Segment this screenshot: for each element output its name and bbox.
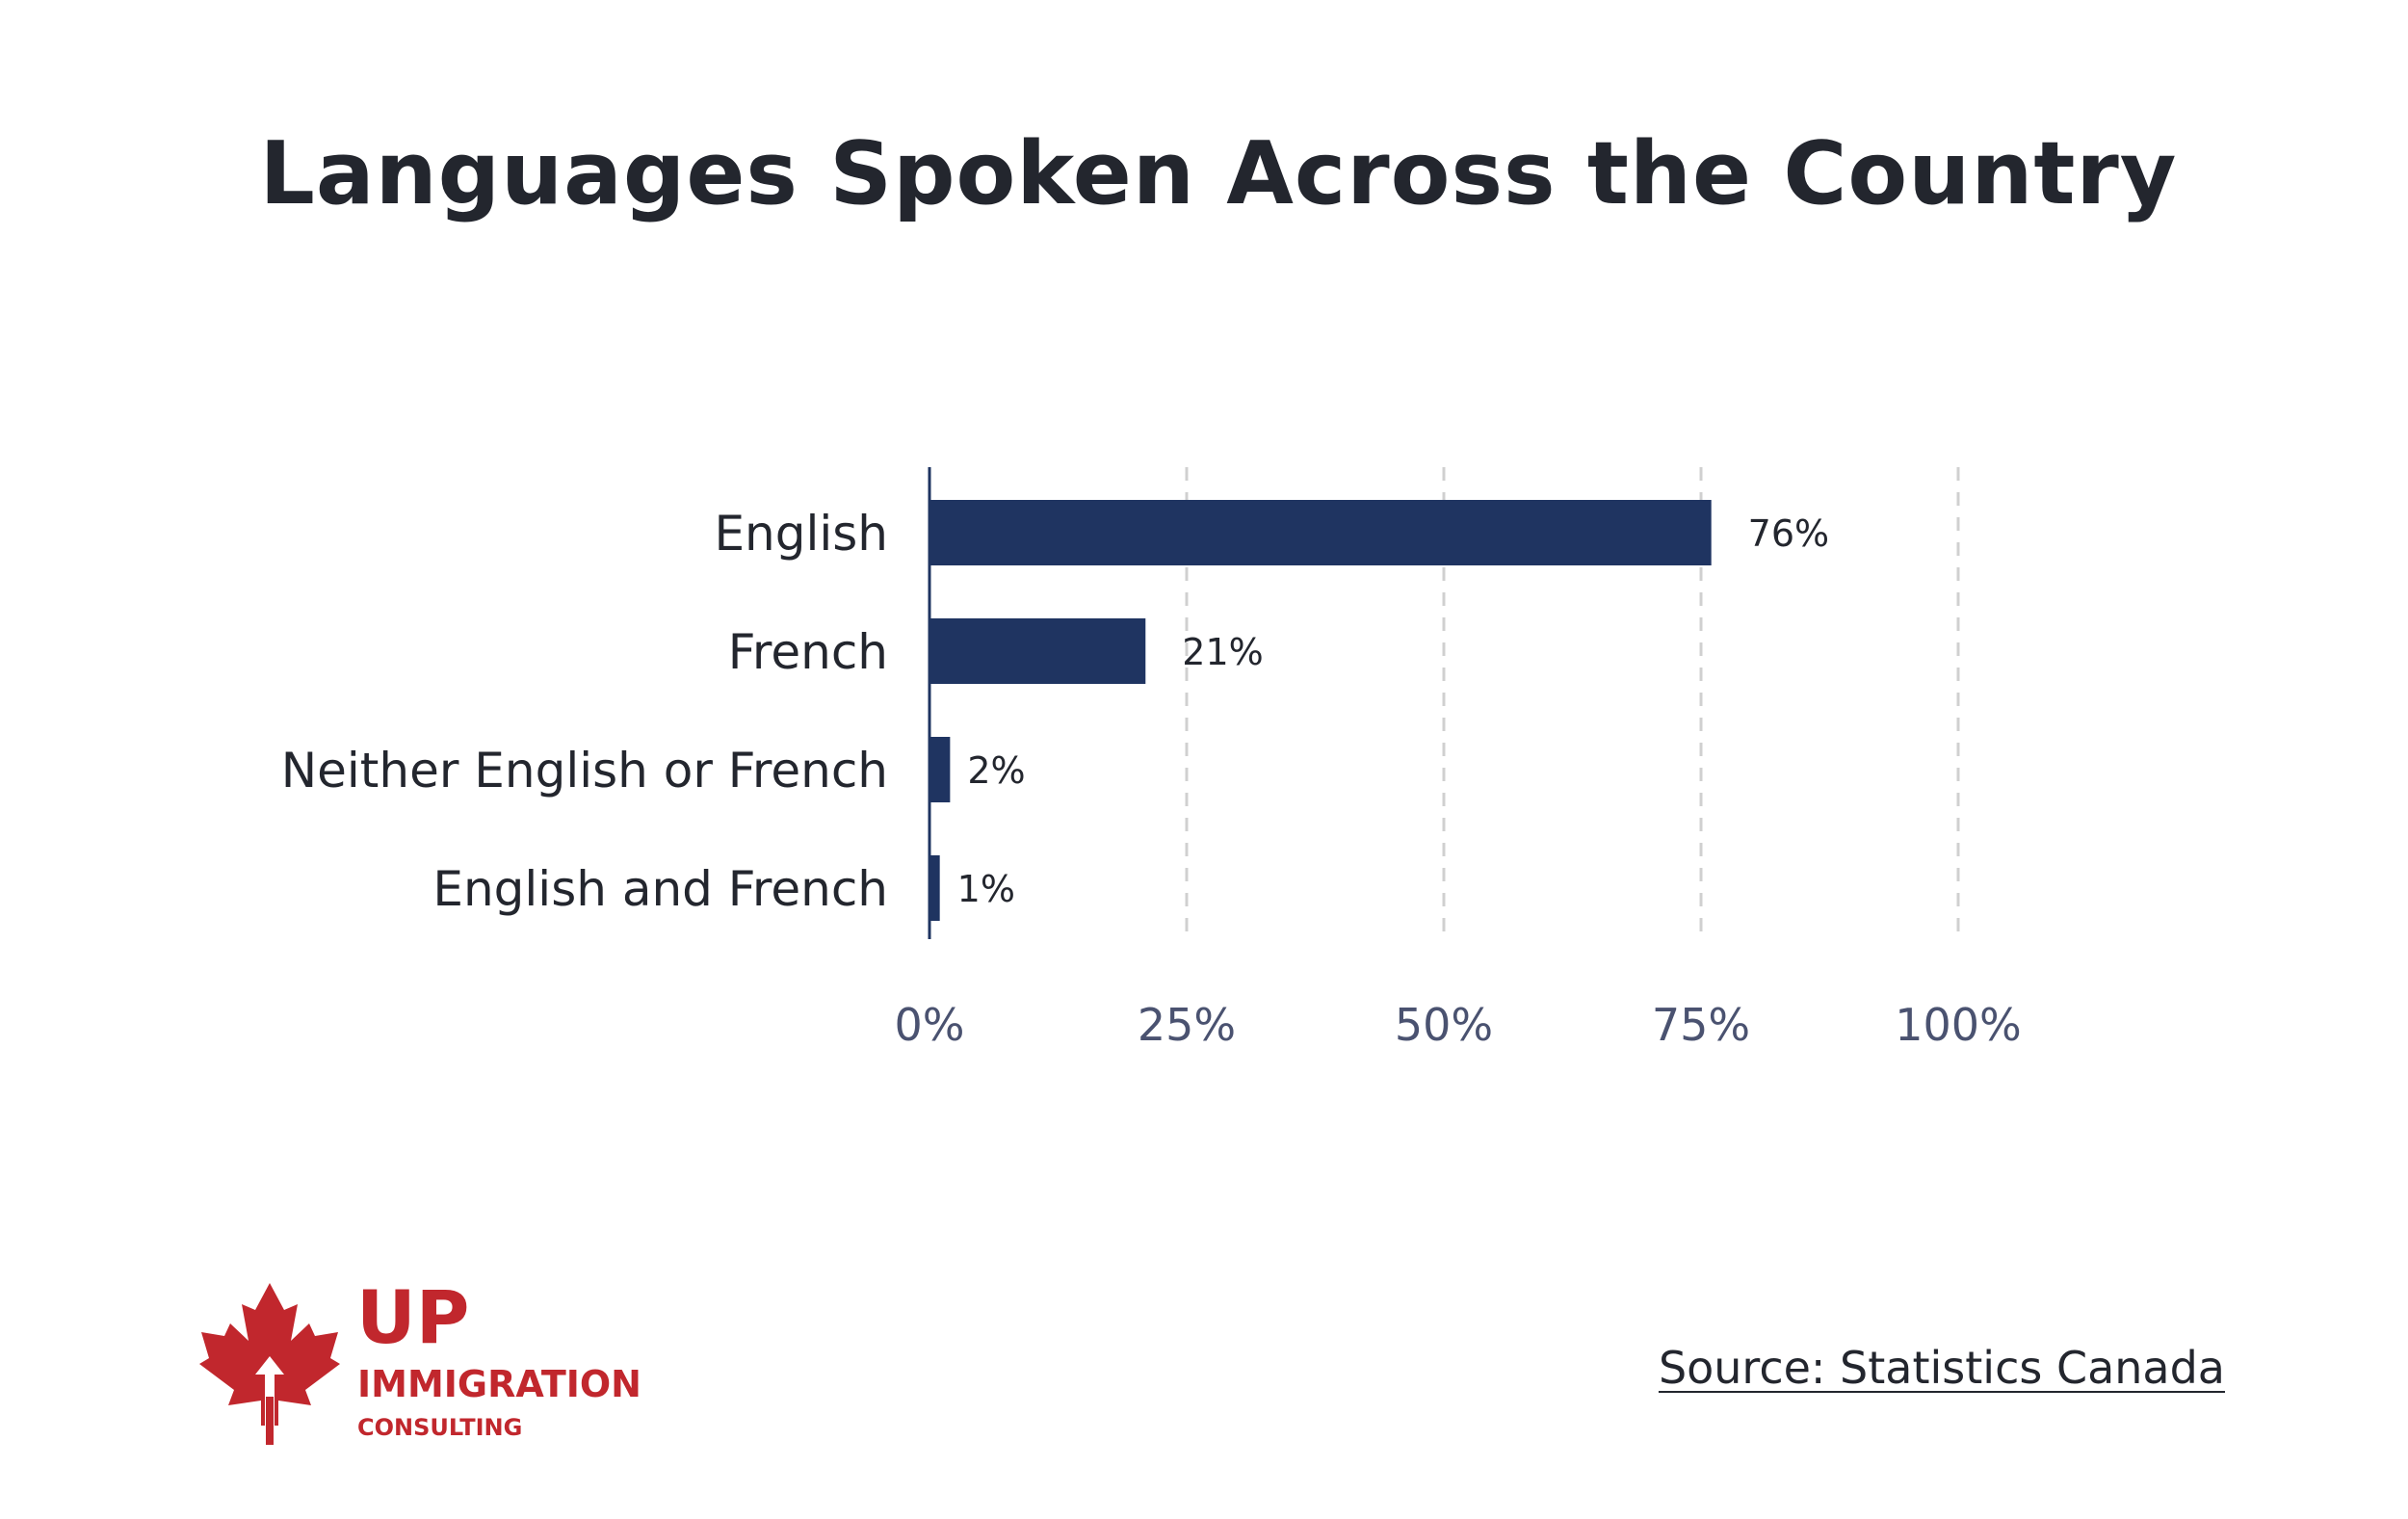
source-link[interactable]: Source: Statistics Canada [1658,1342,2225,1394]
category-label: French [728,624,888,680]
x-tick-label: 75% [1652,999,1750,1051]
bar [929,500,1712,565]
category-label: English [714,506,888,562]
x-tick-label: 100% [1895,999,2022,1051]
x-tick-label: 0% [895,999,965,1051]
data-label: 76% [1748,512,1829,555]
logo-text-up: UP [356,1274,470,1360]
bar [929,855,940,921]
data-label: 2% [967,749,1025,792]
company-logo: UP IMMIGRATION CONSULTING [197,1281,698,1454]
data-label: 1% [957,868,1015,910]
chart-title: Languages Spoken Across the Country [259,123,2178,224]
category-label: English and French [432,861,888,917]
data-label: 21% [1182,631,1263,673]
bar [929,618,1146,684]
logo-text-immigration: IMMIGRATION [357,1363,641,1405]
category-label: Neither English or French [281,743,888,799]
logo-text-consulting: CONSULTING [357,1414,523,1441]
x-tick-label: 50% [1395,999,1493,1051]
bar [929,737,951,802]
maple-leaf-arrow-icon [199,1283,340,1445]
x-tick-label: 25% [1138,999,1236,1051]
